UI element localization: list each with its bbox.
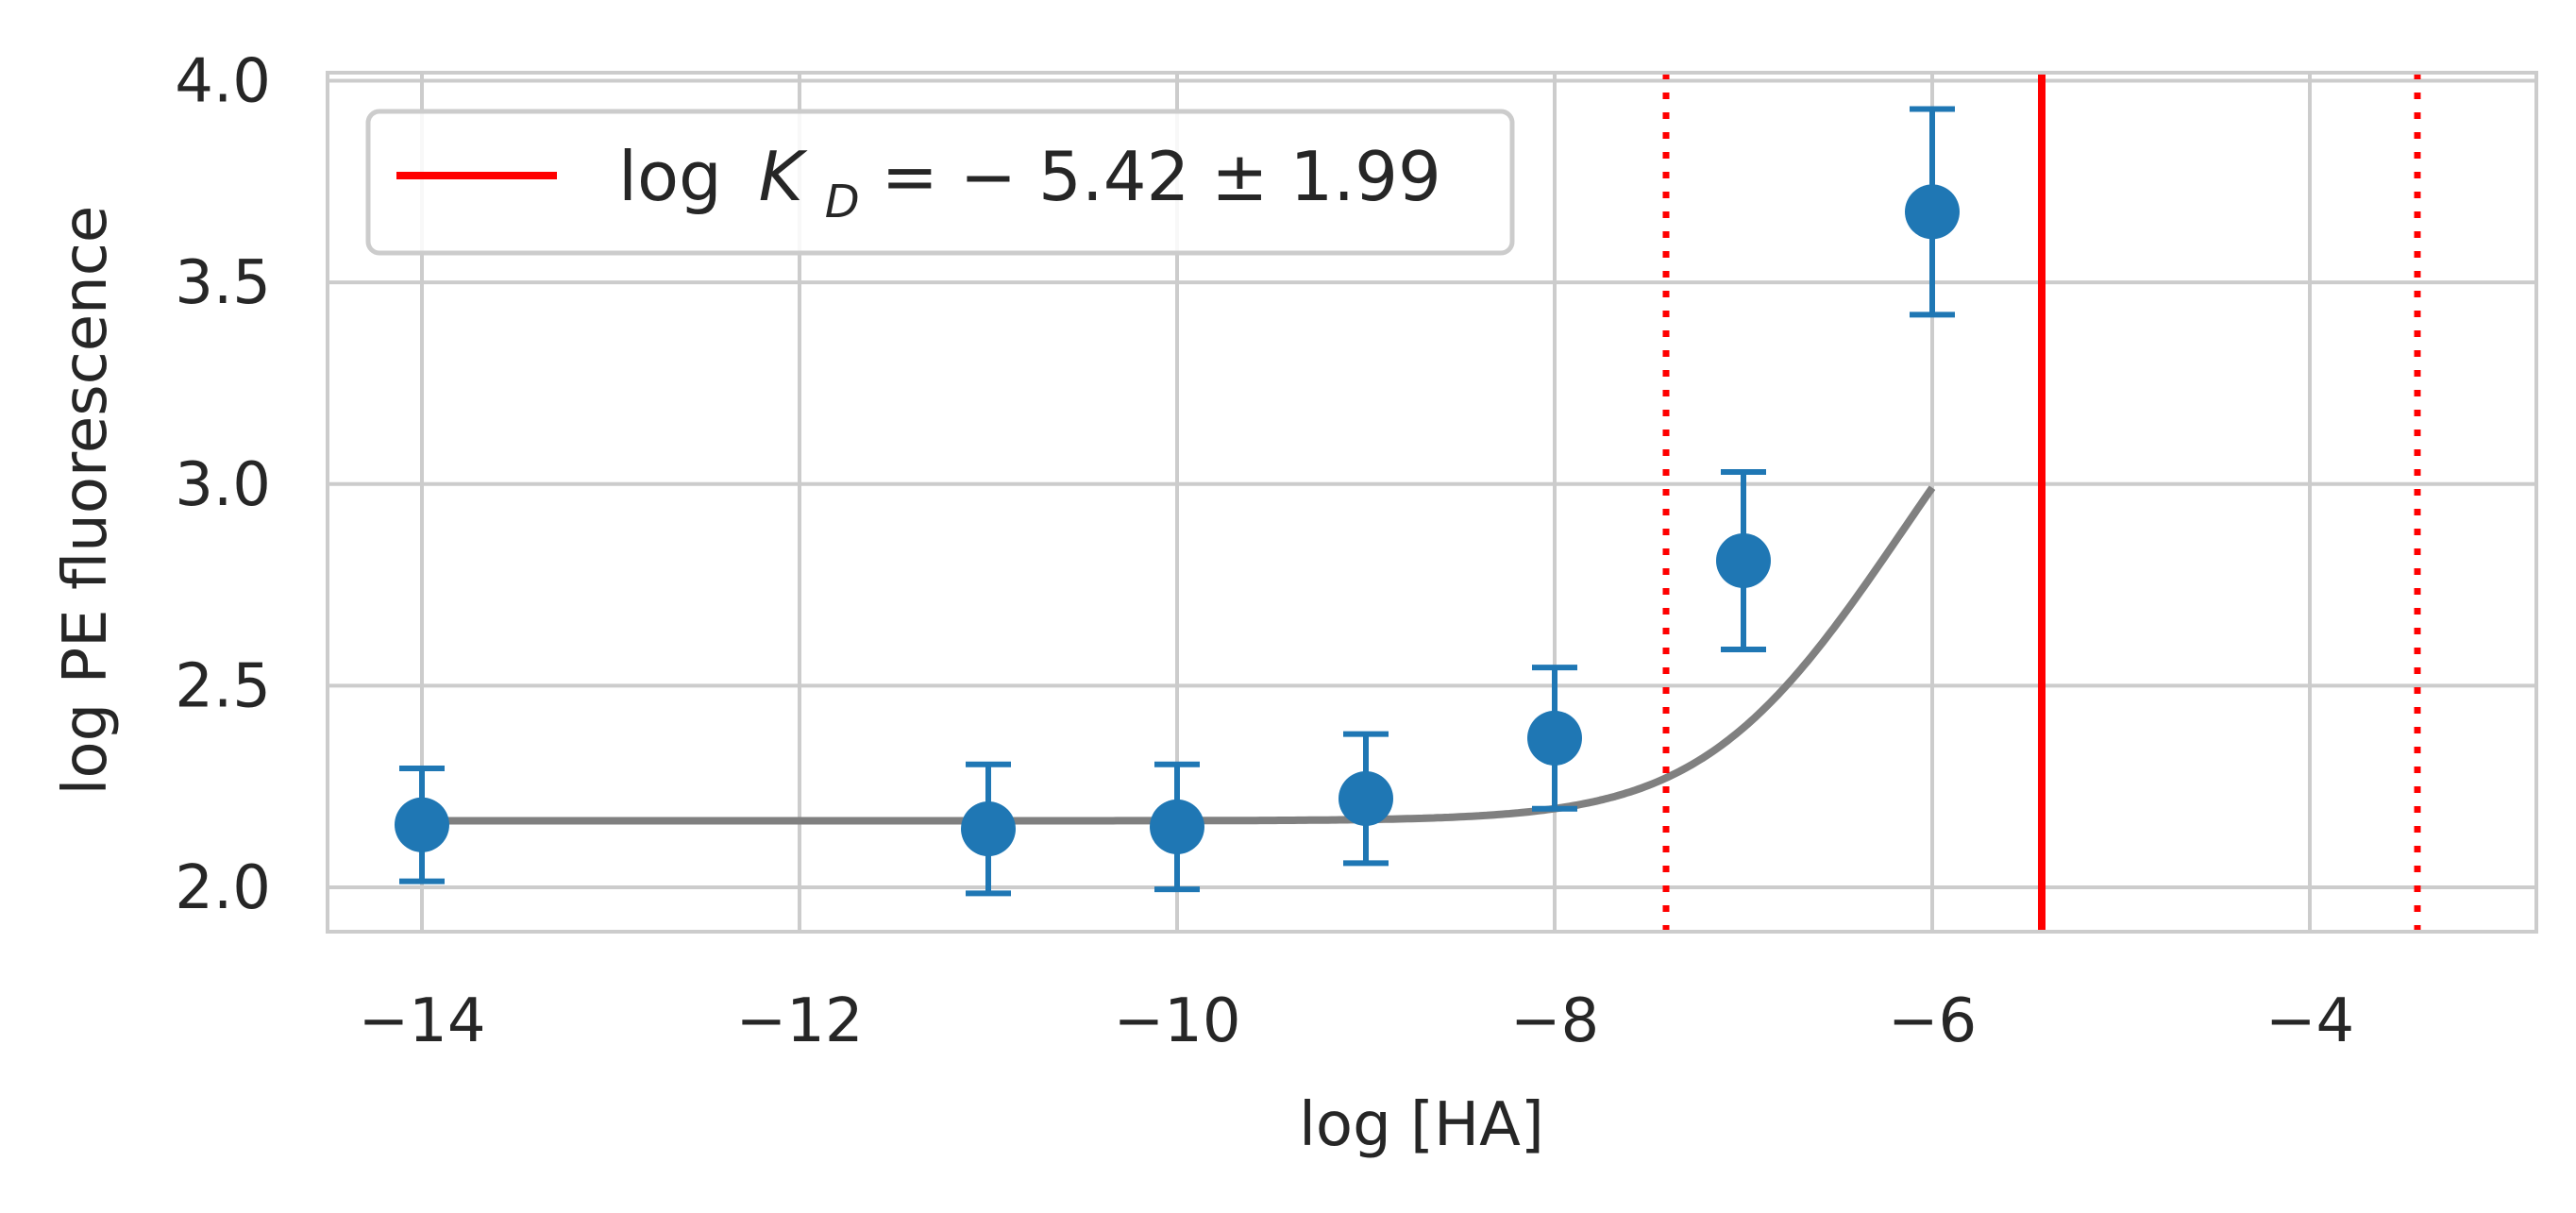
y-tick-labels: 2.0 2.5 3.0 3.5 4.0: [175, 47, 271, 923]
x-tick-label: −14: [358, 986, 485, 1056]
legend: log K D = − 5.42 ± 1.99: [365, 109, 1515, 256]
x-tick-label: −4: [2265, 986, 2354, 1056]
x-tick-label: −10: [1113, 986, 1240, 1056]
y-tick-label: 3.5: [175, 248, 271, 318]
legend-box: [365, 109, 1515, 256]
x-tick-labels: −14 −12 −10 −8 −6 −4: [358, 986, 2354, 1056]
y-axis-label: log PE fluorescence: [51, 206, 121, 796]
y-tick-label: 4.0: [175, 47, 271, 117]
reference-lines: [1662, 73, 2421, 932]
x-axis-label: log [HA]: [1299, 1090, 1544, 1160]
x-tick-label: −6: [1888, 986, 1977, 1056]
data-point: [1905, 184, 1960, 240]
axes-frame: [326, 71, 2538, 934]
data-point: [961, 801, 1016, 857]
y-tick-label: 2.0: [175, 853, 271, 923]
x-tick-label: −8: [1510, 986, 1599, 1056]
y-tick-label: 2.5: [175, 651, 271, 721]
data-point: [1339, 771, 1393, 827]
x-tick-label: −12: [735, 986, 863, 1056]
data-point: [1150, 799, 1204, 854]
data-points-group: [395, 106, 1960, 897]
legend-kd-label: log K D = − 5.42 ± 1.99: [618, 137, 1441, 233]
y-tick-label: 3.0: [175, 450, 271, 520]
data-point: [1716, 532, 1771, 588]
data-point: [395, 797, 449, 852]
data-point: [1527, 710, 1582, 766]
